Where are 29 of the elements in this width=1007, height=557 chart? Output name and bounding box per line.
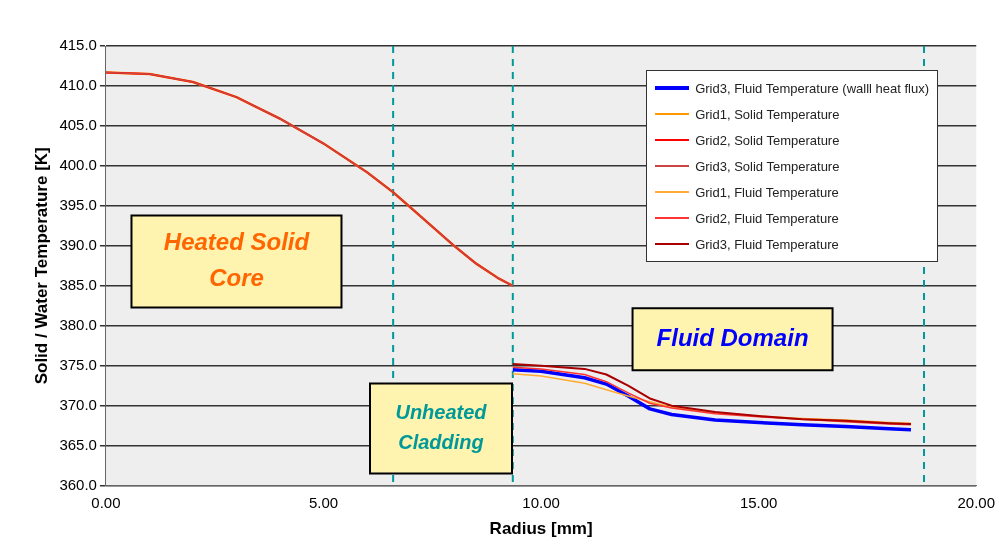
y-tick-label: 375.0 xyxy=(59,355,97,373)
y-tick-label: 395.0 xyxy=(59,196,97,213)
x-tick-label: 5.00 xyxy=(308,493,339,511)
legend-label: Grid3, Solid Temperature xyxy=(695,158,840,174)
y-tick-label: 400.0 xyxy=(59,156,97,174)
x-tick-label: 0.00 xyxy=(91,493,121,511)
legend-label: Grid3, Fluid Temperature xyxy=(695,236,839,252)
legend-label: Grid1, Fluid Temperature xyxy=(695,184,839,200)
legend-label: Grid2, Fluid Temperature xyxy=(695,210,839,226)
y-tick-label: 415.0 xyxy=(59,36,97,54)
legend-label: Grid3, Fluid Temperature (walll heat flux) xyxy=(695,80,929,96)
x-tick-label: 20.00 xyxy=(957,493,996,511)
x-tick-label: 10.00 xyxy=(522,493,560,511)
y-tick-label: 390.0 xyxy=(59,235,97,253)
annotation: Fluid Domain xyxy=(656,323,809,351)
y-tick-label: 410.0 xyxy=(59,76,97,94)
x-tick-label: 15.00 xyxy=(739,493,778,511)
y-tick-label: 360.0 xyxy=(59,475,97,493)
y-tick-label: 385.0 xyxy=(59,275,97,293)
legend-label: Grid2, Solid Temperature xyxy=(695,132,840,148)
annotation: Unheated Cladding xyxy=(395,400,488,453)
y-axis-title: Solid / Water Temperature [K] xyxy=(31,147,51,385)
y-tick-label: 365.0 xyxy=(59,435,97,453)
x-axis-title: Radius [mm] xyxy=(489,519,593,539)
y-tick-label: 370.0 xyxy=(59,395,97,413)
y-tick-label: 405.0 xyxy=(59,116,97,134)
annotation: Heated Solid Core xyxy=(163,228,311,292)
y-tick-label: 380.0 xyxy=(59,315,97,333)
legend-label: Grid1, Solid Temperature xyxy=(695,106,840,122)
